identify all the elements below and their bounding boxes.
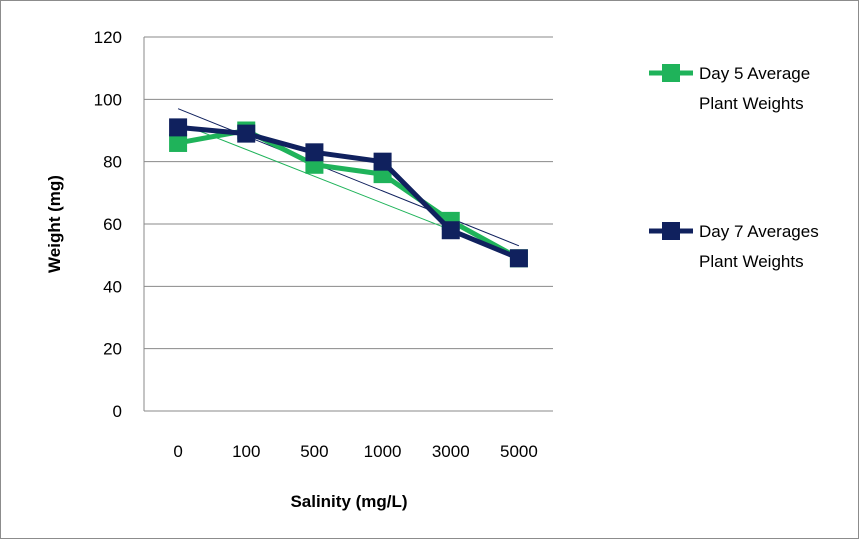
x-axis-title: Salinity (mg/L) xyxy=(290,492,407,511)
y-axis-title: Weight (mg) xyxy=(45,175,64,273)
legend-entry-1: Day 7 Averages Plant Weights xyxy=(649,222,819,271)
y-tick-label: 40 xyxy=(103,277,122,296)
y-tick-label: 20 xyxy=(103,340,122,359)
x-tick-label: 100 xyxy=(232,442,260,461)
data-point xyxy=(305,143,324,162)
x-tick-label: 3000 xyxy=(432,442,470,461)
x-tick-label: 500 xyxy=(300,442,328,461)
legend-label: Day 5 Average Plant Weights xyxy=(699,64,810,113)
x-tick-label: 5000 xyxy=(500,442,538,461)
data-point xyxy=(441,221,460,240)
y-tick-label: 0 xyxy=(113,402,122,421)
data-point xyxy=(509,249,528,268)
y-tick-label: 120 xyxy=(94,28,122,47)
data-series xyxy=(169,118,528,268)
data-point xyxy=(373,152,392,171)
legend-label: Day 7 Averages Plant Weights xyxy=(699,222,819,271)
legend-marker xyxy=(662,64,680,82)
series-line-1 xyxy=(177,124,520,261)
legend-entry-0: Day 5 Average Plant Weights xyxy=(649,64,810,113)
trendline-series-1 xyxy=(177,108,520,247)
gridlines xyxy=(143,36,553,412)
legend-marker xyxy=(662,222,680,240)
x-tick-labels: 0 100 500 1000 3000 5000 xyxy=(173,442,537,461)
y-tick-label: 100 xyxy=(94,90,122,109)
data-point xyxy=(237,124,256,143)
series-1 xyxy=(169,118,528,268)
x-tick-label: 0 xyxy=(173,442,182,461)
legend: Day 5 Average Plant Weights Day 7 Averages… xyxy=(649,64,819,271)
series-0 xyxy=(169,121,528,268)
y-tick-labels: 0 20 40 60 80 100 120 xyxy=(94,28,122,421)
x-tick-label: 1000 xyxy=(364,442,402,461)
y-tick-label: 80 xyxy=(103,153,122,172)
y-tick-label: 60 xyxy=(103,215,122,234)
data-point xyxy=(169,133,188,152)
data-point xyxy=(169,118,188,137)
